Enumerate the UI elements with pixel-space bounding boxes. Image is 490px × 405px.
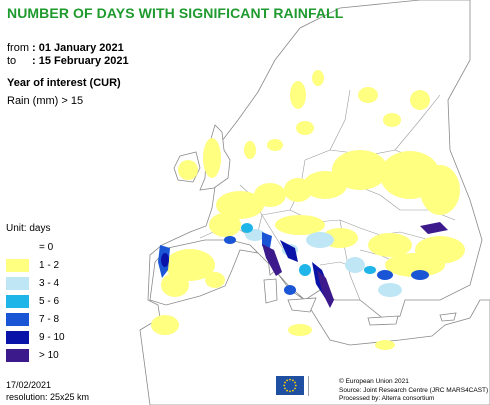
period-to-row: to : 15 February 2021 [7, 55, 129, 68]
issue-date: 17/02/2021 [6, 380, 52, 390]
legend-label: > 10 [39, 349, 59, 361]
logo-divider [308, 376, 309, 396]
year-of-interest: Year of interest (CUR) [7, 77, 121, 89]
source-text: Source: Joint Research Centre (JRC MARS4… [339, 386, 489, 394]
legend: Unit: days = 0 1 - 2 3 - 4 5 - 6 7 - 8 9… [6, 223, 65, 364]
sicily-outline [287, 297, 317, 313]
rain-5-6-days [241, 223, 376, 276]
period-block: from: 01 January 2021 to : 15 February 20… [7, 42, 129, 68]
rain-threshold: Rain (mm) > 15 [7, 95, 84, 107]
legend-label: 1 - 2 [39, 259, 60, 271]
legend-label: 5 - 6 [39, 295, 60, 307]
legend-item: = 0 [6, 238, 65, 256]
legend-swatch [6, 276, 29, 290]
processed-by-text: Processed by: Alterra consortium [339, 395, 435, 402]
legend-label: 9 - 10 [39, 331, 65, 343]
sardinia-outline [263, 278, 278, 304]
legend-item: 9 - 10 [6, 328, 65, 346]
legend-swatch [6, 240, 29, 254]
from-label: from [7, 42, 29, 54]
land-outlines [139, 0, 490, 405]
legend-label: = 0 [39, 241, 54, 253]
map-title: NUMBER OF DAYS WITH SIGNIFICANT RAINFALL [7, 5, 344, 21]
legend-swatch [6, 348, 29, 362]
resolution-note: resolution: 25x25 km [6, 392, 90, 402]
legend-swatch [6, 312, 29, 326]
rain-7-8-days [158, 232, 429, 295]
legend-item: > 10 [6, 346, 65, 364]
copyright-text: © European Union 2021 [339, 378, 409, 385]
period-from-row: from: 01 January 2021 [7, 42, 129, 55]
legend-item: 1 - 2 [6, 256, 65, 274]
rain-3-4-days [245, 229, 402, 297]
cyprus-outline [439, 312, 457, 322]
from-date: : 01 January 2021 [32, 42, 124, 54]
legend-unit: Unit: days [6, 223, 51, 234]
legend-item: 3 - 4 [6, 274, 65, 292]
credits-block: © European Union 2021 Source: Joint Rese… [339, 378, 488, 404]
legend-swatch [6, 330, 29, 344]
legend-label: 7 - 8 [39, 313, 60, 325]
legend-swatch [6, 258, 29, 272]
to-date: : 15 February 2021 [32, 55, 129, 67]
crete-outline [367, 315, 399, 326]
eu-flag-icon [276, 376, 304, 395]
legend-swatch [6, 294, 29, 308]
legend-item: 7 - 8 [6, 310, 65, 328]
legend-item: 5 - 6 [6, 292, 65, 310]
rain-1-2-days [151, 70, 465, 350]
to-label: to [7, 55, 17, 67]
continent-outline [139, 0, 490, 405]
legend-label: 3 - 4 [39, 277, 60, 289]
rain-over-10-days [262, 222, 448, 308]
